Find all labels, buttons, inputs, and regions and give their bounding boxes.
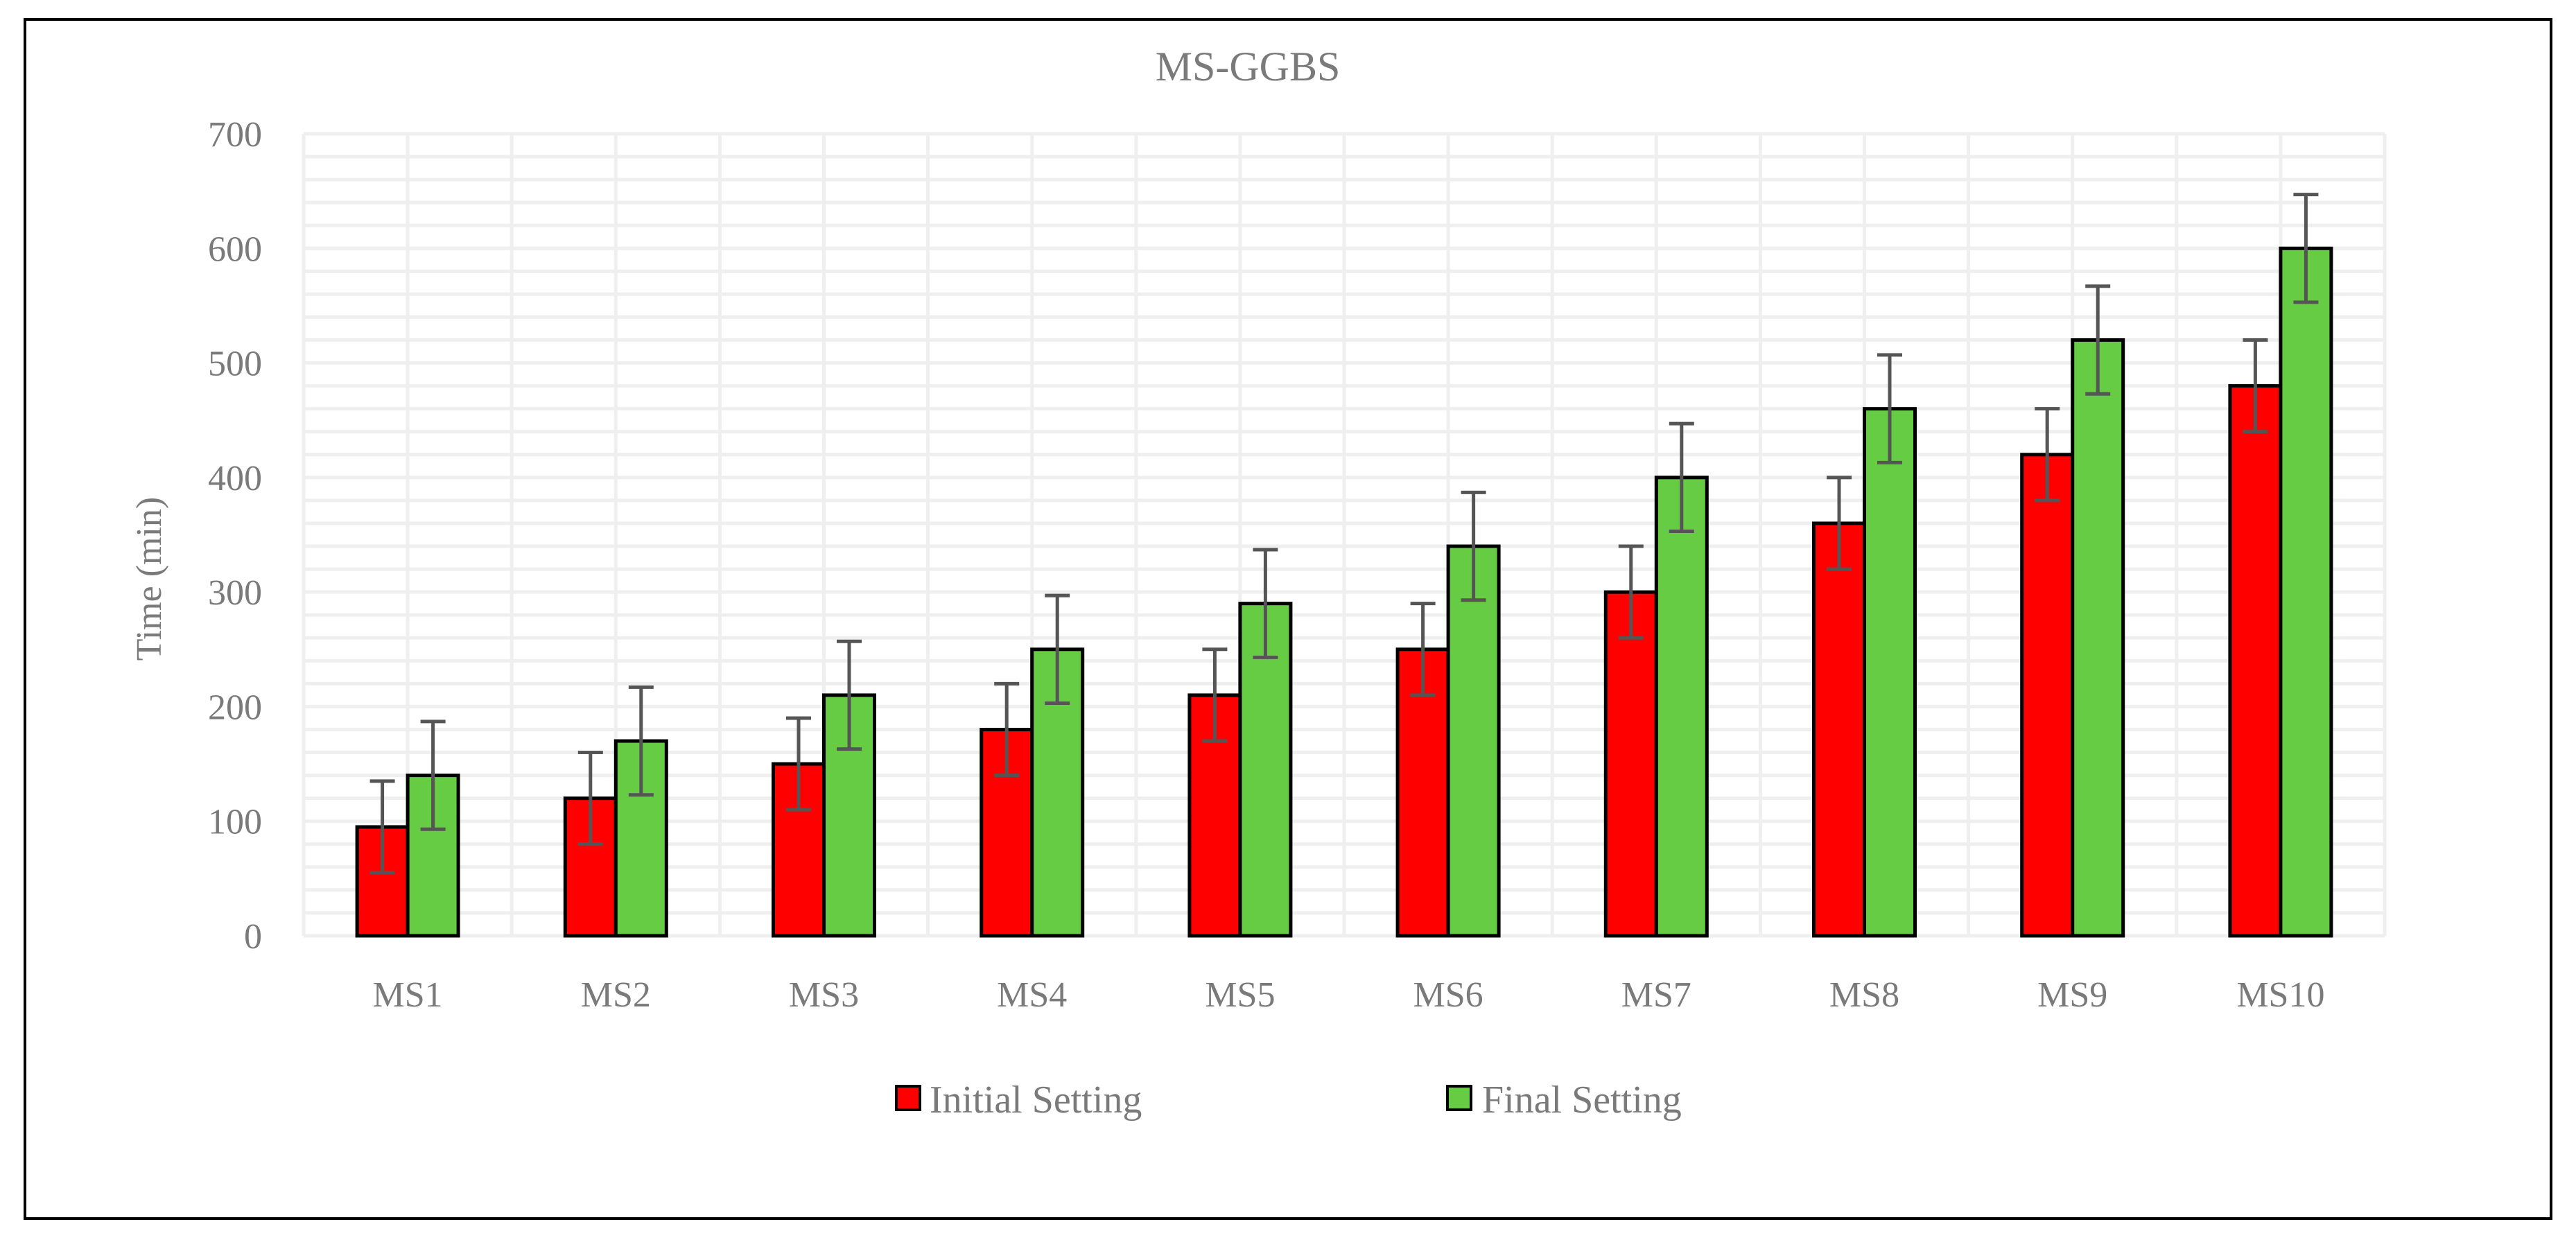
chart-title: MS-GGBS — [1156, 44, 1341, 89]
bar-final-ms4 — [1030, 647, 1085, 938]
bar-final-ms6 — [1446, 544, 1501, 938]
x-tick-label: MS4 — [997, 975, 1067, 1015]
y-tick-label: 300 — [208, 573, 262, 613]
x-tick-label: MS7 — [1621, 975, 1691, 1015]
y-tick-label: 100 — [208, 803, 262, 842]
x-tick-label: MS8 — [1829, 975, 1899, 1015]
legend-item-initial: Initial Setting — [895, 1079, 1142, 1122]
y-tick-label: 400 — [208, 459, 262, 498]
bar-initial-ms10 — [2228, 384, 2283, 938]
x-tick-label: MS6 — [1413, 975, 1483, 1015]
bar-final-ms9 — [2071, 338, 2125, 938]
y-tick-label: 500 — [208, 345, 262, 384]
legend-label-final: Final Setting — [1482, 1079, 1682, 1122]
bar-initial-ms9 — [2020, 453, 2075, 938]
bars — [355, 246, 2333, 938]
y-axis-label: Time (min) — [130, 497, 169, 661]
legend: Initial Setting Final Setting — [895, 1079, 1682, 1122]
x-axis-ticks: MS1 MS2 MS3 MS4 MS5 MS6 MS7 MS8 MS9 MS10 — [373, 975, 2325, 1015]
x-tick-label: MS9 — [2037, 975, 2107, 1015]
bar-initial-ms7 — [1603, 590, 1658, 938]
y-tick-label: 700 — [208, 115, 262, 155]
y-axis-ticks: 0 100 200 300 400 500 600 700 — [208, 115, 262, 957]
y-tick-label: 200 — [208, 688, 262, 727]
x-tick-label: MS5 — [1205, 975, 1275, 1015]
x-tick-label: MS1 — [373, 975, 443, 1015]
error-bars — [369, 193, 2319, 875]
bar-final-ms10 — [2279, 246, 2333, 938]
bar-final-ms7 — [1654, 476, 1709, 938]
y-tick-label: 0 — [244, 917, 262, 957]
x-tick-label: MS10 — [2236, 975, 2324, 1015]
legend-swatch-initial — [895, 1085, 921, 1111]
bar-initial-ms8 — [1812, 521, 1866, 938]
legend-label-initial: Initial Setting — [930, 1079, 1142, 1122]
y-tick-label: 600 — [208, 229, 262, 269]
x-tick-label: MS2 — [581, 975, 651, 1015]
legend-swatch-final — [1446, 1085, 1472, 1111]
x-tick-label: MS3 — [789, 975, 859, 1015]
bar-final-ms8 — [1863, 407, 1917, 938]
legend-item-final: Final Setting — [1446, 1079, 1682, 1122]
